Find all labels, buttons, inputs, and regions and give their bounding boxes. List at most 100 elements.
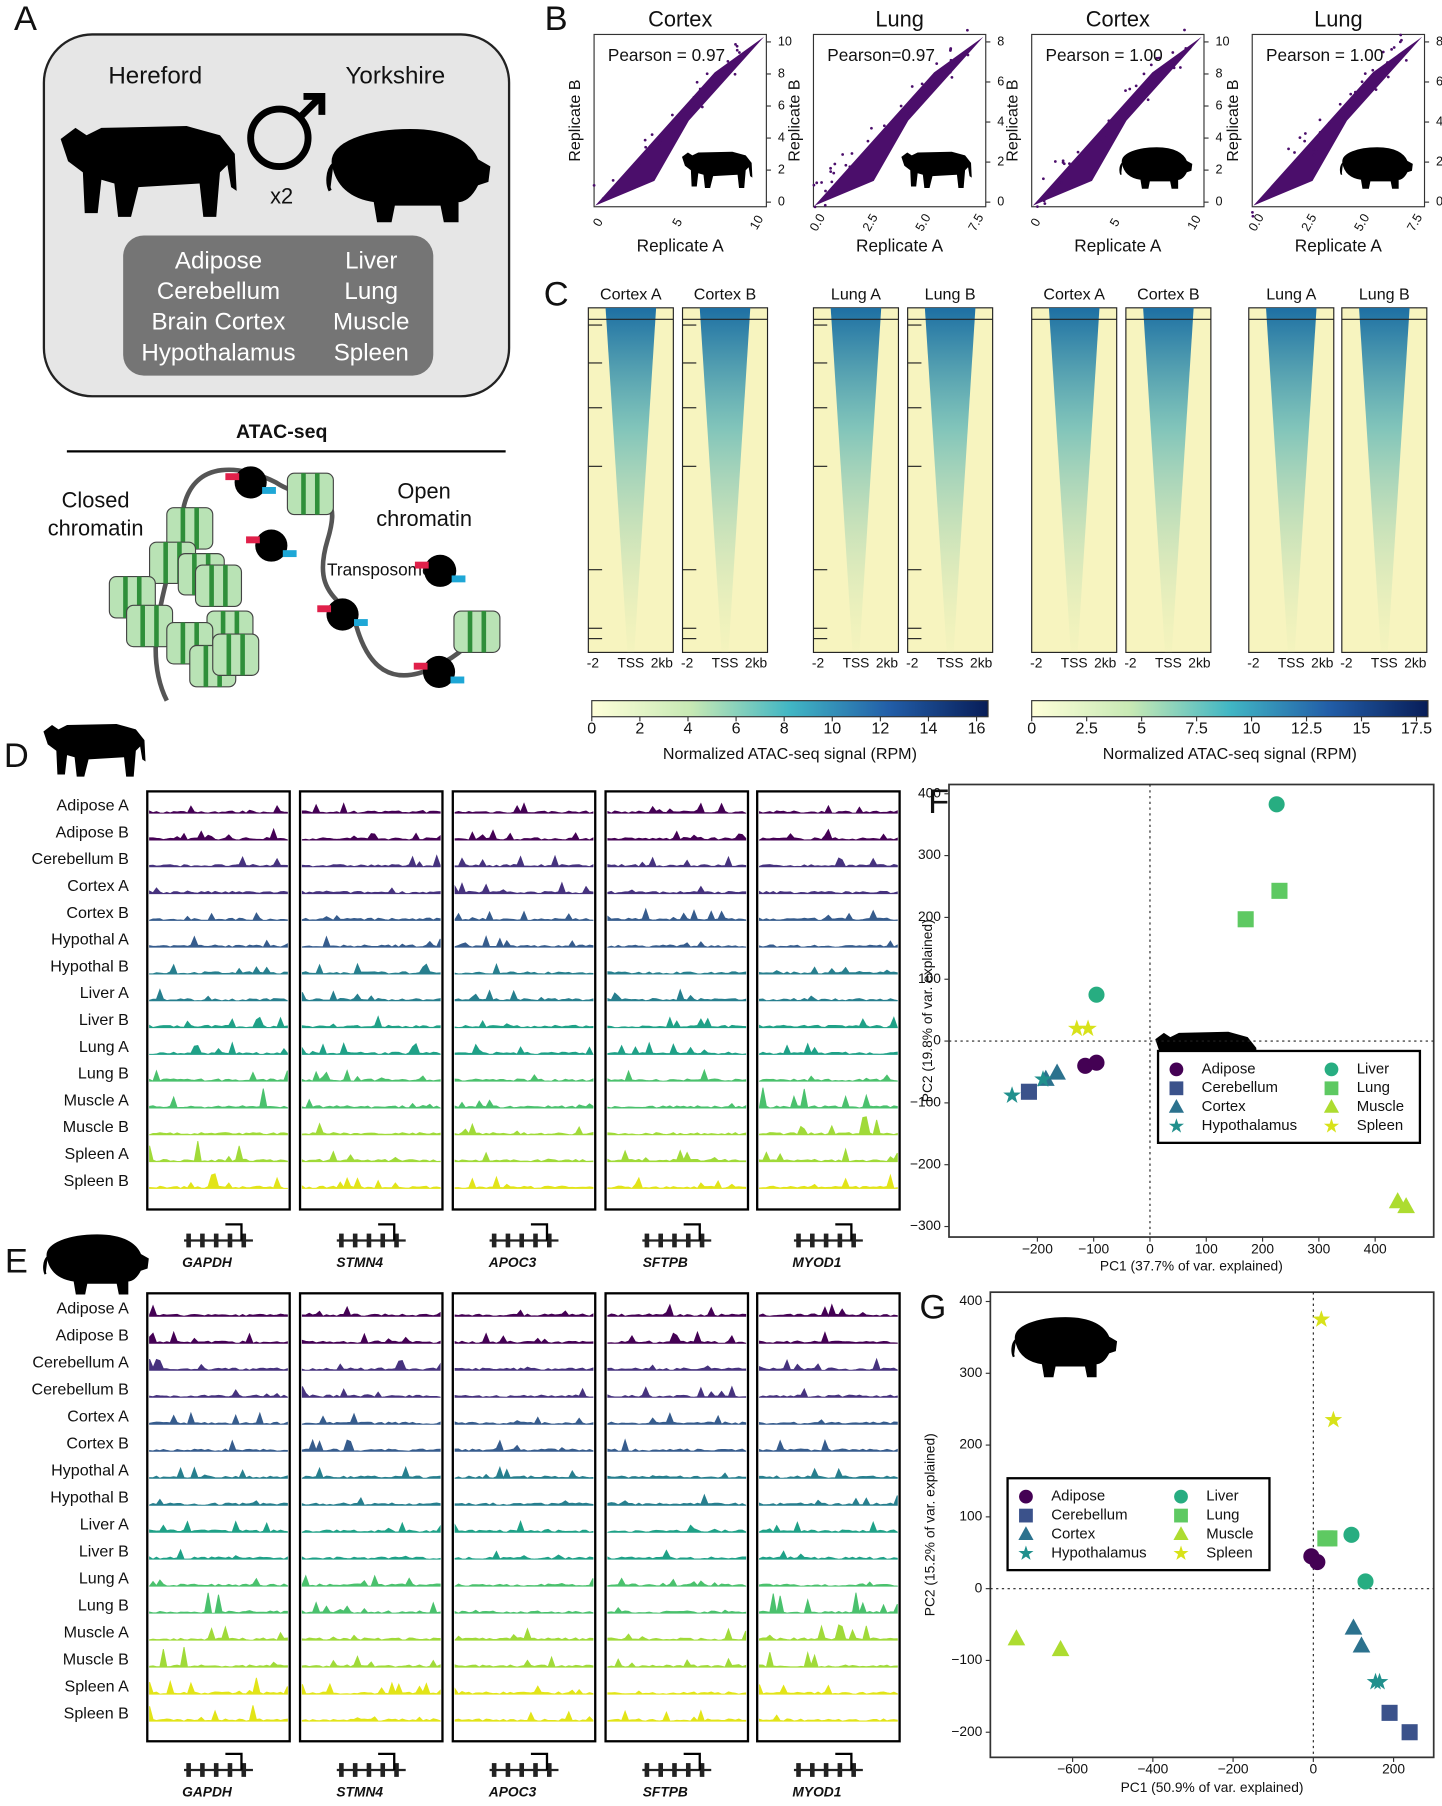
y-axis-label: PC2 (19.8% of var. explained): [920, 919, 935, 1102]
heatmap-axis-label: 2kb: [745, 656, 768, 671]
track-signal: [454, 881, 594, 895]
replicate-dot: [1312, 147, 1315, 151]
replicate-dot: [824, 189, 827, 193]
heatmap-axis-label: 2kb: [876, 656, 899, 671]
track-signal: [454, 1387, 594, 1398]
exon: [644, 1763, 650, 1777]
y-tick-label: −300: [910, 1218, 941, 1233]
track-signal: [454, 1609, 594, 1614]
replicate-dot: [948, 65, 952, 68]
track-signal: [454, 1627, 594, 1641]
y-tick-label: 100: [959, 1509, 982, 1524]
replicate-dot: [616, 181, 620, 185]
replicate-dot: [679, 111, 683, 114]
track-signal: [149, 887, 288, 895]
track-signal: [454, 1655, 594, 1668]
tss-arrow: [683, 1752, 701, 1770]
replicate-dot: [658, 143, 661, 147]
x-tick-label: 0: [1028, 216, 1044, 229]
replicate-cloud: [595, 36, 765, 206]
exon: [186, 1763, 191, 1777]
heatmap-signal: [830, 307, 882, 653]
x-tick-label: −200: [1022, 1241, 1053, 1256]
legend-marker: [1168, 1118, 1184, 1133]
replicate-dot: [643, 150, 647, 154]
replicate-dot: [815, 181, 819, 185]
replicate-dot: [1312, 153, 1316, 157]
track-signal: [301, 854, 441, 868]
x-tick-label: −100: [1078, 1241, 1109, 1256]
y-tick-label: −200: [951, 1724, 982, 1739]
replicate-dot: [823, 203, 827, 207]
replicate-dot: [1318, 130, 1322, 134]
replicate-dot: [948, 70, 952, 74]
legend-marker: [1019, 1508, 1033, 1523]
replicate-dot: [1303, 139, 1307, 143]
x-tick-label: 300: [1307, 1241, 1330, 1256]
heatmap-signal: [699, 307, 751, 653]
track-signal: [301, 1634, 441, 1641]
replicate-dot: [1404, 59, 1408, 62]
replicate-dot: [738, 56, 742, 60]
track-signal: [759, 1357, 898, 1371]
track-signal: [301, 832, 441, 841]
pearson-label: Pearson=0.97: [827, 45, 935, 65]
track-signal: [301, 887, 441, 895]
x-tick-label: −400: [1137, 1762, 1168, 1777]
track-signal: [149, 805, 288, 814]
data-point: [1397, 1197, 1415, 1214]
exon: [380, 1763, 386, 1777]
heatmap-axis-label: 2kb: [651, 656, 674, 671]
replicate-dot: [1142, 72, 1146, 76]
x-tick-label: 2.5: [1299, 211, 1320, 233]
exon: [394, 1233, 399, 1248]
exon: [851, 1763, 856, 1777]
chromatin-label: Closed: [62, 488, 130, 513]
track-signal: [301, 962, 441, 975]
tss-arrow: [530, 1752, 549, 1770]
replicate-dot: [1183, 28, 1186, 32]
track-signal: [454, 1366, 594, 1371]
exon: [241, 1233, 247, 1248]
replicate-dot: [691, 99, 694, 103]
replicate-dot: [1043, 202, 1047, 205]
data-point: [1388, 1192, 1407, 1209]
y-tick-label: 8: [1215, 66, 1222, 80]
exon: [837, 1763, 843, 1777]
track-signal: [759, 940, 898, 948]
track-label: Cortex B: [66, 904, 129, 922]
legend-marker: [1169, 1081, 1184, 1096]
track-signal: [607, 1149, 747, 1163]
gene-label: MYOD1: [792, 1255, 841, 1270]
x-tick-label: 10: [1185, 213, 1204, 232]
track-signal: [454, 1416, 594, 1425]
replicate-dot: [910, 112, 913, 116]
transposome: [234, 466, 267, 499]
y-label: Replicate B: [1224, 79, 1242, 161]
x-label: Replicate A: [637, 235, 725, 255]
track-signal: [149, 1132, 288, 1136]
track-signal: [149, 1069, 288, 1082]
replicate-dot: [611, 178, 615, 182]
data-point: [1079, 1019, 1097, 1037]
replicate-dot: [649, 147, 653, 150]
legend-label: Adipose: [1051, 1488, 1105, 1505]
replicate-dot: [1349, 92, 1353, 96]
colorbar-tick-label: 15: [1353, 720, 1371, 738]
data-point: [1088, 986, 1105, 1003]
y-tick-label: 4: [778, 130, 785, 144]
colorbar-tick-label: 4: [684, 720, 693, 738]
track-signal: [301, 1601, 441, 1614]
panel-label: A: [14, 0, 37, 38]
colorbar-tick-label: 14: [920, 720, 938, 738]
replicate-dot: [853, 166, 857, 170]
replicate-dot: [1128, 87, 1132, 91]
x-tick-label: 5.0: [1351, 211, 1372, 233]
track-signal: [454, 1099, 594, 1109]
replicate-dot: [966, 28, 969, 32]
track-signal: [607, 971, 747, 975]
track-signal: [759, 966, 898, 975]
track-label: Adipose B: [56, 823, 129, 841]
track-signal: [149, 1304, 288, 1317]
